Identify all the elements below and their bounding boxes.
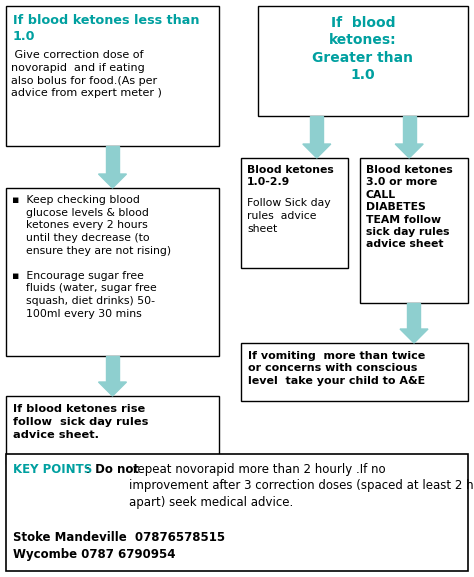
FancyBboxPatch shape [6,454,468,571]
Text: ▪  Keep checking blood
    glucose levels & blood
    ketones every 2 hours
    : ▪ Keep checking blood glucose levels & b… [12,195,171,319]
Text: Blood ketones
3.0 or more
CALL
DIABETES
TEAM follow
sick day rules
advice sheet: Blood ketones 3.0 or more CALL DIABETES … [366,165,453,249]
Polygon shape [303,144,331,158]
FancyBboxPatch shape [360,158,468,303]
Text: If  blood
ketones:
Greater than
1.0: If blood ketones: Greater than 1.0 [312,16,413,82]
Polygon shape [408,303,420,329]
Text: Stoke Mandeville  07876578515
Wycombe 0787 6790954: Stoke Mandeville 07876578515 Wycombe 078… [13,531,225,561]
Text: Blood ketones
1.0-2.9: Blood ketones 1.0-2.9 [247,165,334,188]
Text: Blood ketones
1.0-2.9
Follow Sick day
rules  advice
sheet: Blood ketones 1.0-2.9 Follow Sick day ru… [247,165,331,224]
FancyBboxPatch shape [6,396,219,464]
FancyBboxPatch shape [6,188,219,356]
Polygon shape [99,382,127,396]
Text: KEY POINTS: KEY POINTS [13,463,92,476]
Polygon shape [99,174,127,188]
Text: If blood ketones less than
1.0: If blood ketones less than 1.0 [13,14,200,43]
Text: If blood ketones rise
follow  sick day rules
advice sheet.: If blood ketones rise follow sick day ru… [13,404,148,440]
Text: Follow Sick day
rules  advice
sheet: Follow Sick day rules advice sheet [247,198,331,234]
Text: repeat novorapid more than 2 hourly .If no
improvement after 3 correction doses : repeat novorapid more than 2 hourly .If … [129,463,474,509]
Polygon shape [310,116,323,144]
Text: Give correction dose of
novorapid  and if eating
also bolus for food.(As per
adv: Give correction dose of novorapid and if… [11,50,162,99]
Text: If vomiting  more than twice
or concerns with conscious
level  take your child t: If vomiting more than twice or concerns … [248,351,425,386]
FancyBboxPatch shape [241,343,468,401]
Polygon shape [403,116,416,144]
Polygon shape [395,144,423,158]
Polygon shape [400,329,428,343]
Text: Do not: Do not [91,463,139,476]
FancyBboxPatch shape [258,6,468,116]
Text: :: : [86,463,90,476]
Polygon shape [106,146,119,174]
Polygon shape [106,356,119,382]
FancyBboxPatch shape [6,6,219,146]
FancyBboxPatch shape [241,158,348,268]
